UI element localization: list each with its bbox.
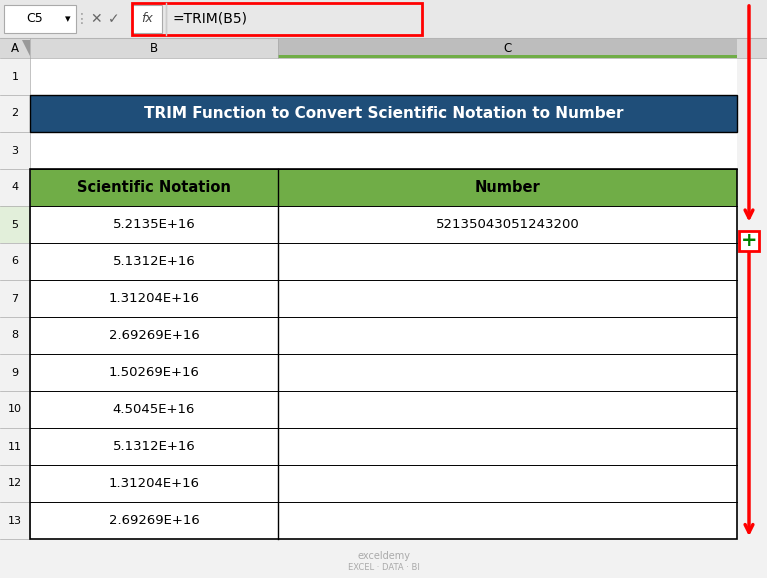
Bar <box>278 132 737 169</box>
Polygon shape <box>22 40 30 56</box>
Bar <box>0 317 30 354</box>
Text: 13: 13 <box>8 516 22 525</box>
Bar <box>30 317 278 354</box>
Text: TRIM Function to Convert Scientific Notation to Number: TRIM Function to Convert Scientific Nota… <box>143 106 624 121</box>
Bar <box>4 5 76 33</box>
Bar <box>0 354 30 391</box>
Text: 10: 10 <box>8 405 22 414</box>
Bar <box>0 132 30 169</box>
Text: fx: fx <box>141 13 153 25</box>
Text: 1: 1 <box>12 72 18 81</box>
Text: ✕: ✕ <box>91 12 102 26</box>
Bar <box>30 354 278 391</box>
Bar <box>278 280 737 317</box>
Bar <box>0 502 30 539</box>
Text: B: B <box>150 42 158 54</box>
Bar <box>0 243 30 280</box>
Bar <box>132 3 422 35</box>
Text: 3: 3 <box>12 146 18 155</box>
Bar <box>30 465 278 502</box>
Bar <box>30 206 278 243</box>
Bar <box>30 58 278 95</box>
Text: Scientific Notation: Scientific Notation <box>77 180 231 195</box>
Text: 9: 9 <box>12 368 18 377</box>
Bar <box>30 243 278 280</box>
Text: 12: 12 <box>8 479 22 488</box>
Text: ✓: ✓ <box>108 12 120 26</box>
Bar <box>278 428 737 465</box>
Text: 7: 7 <box>12 294 18 303</box>
Bar <box>0 95 30 132</box>
Bar <box>30 280 278 317</box>
Bar <box>0 58 30 95</box>
Text: C: C <box>503 42 512 54</box>
Bar <box>30 95 737 132</box>
Text: 11: 11 <box>8 442 22 451</box>
Text: 2.69269E+16: 2.69269E+16 <box>109 329 199 342</box>
Text: 1.31204E+16: 1.31204E+16 <box>108 292 199 305</box>
Bar <box>30 169 737 206</box>
Bar <box>278 206 737 243</box>
Text: 1.31204E+16: 1.31204E+16 <box>108 477 199 490</box>
Bar <box>278 58 737 95</box>
Text: ▾: ▾ <box>65 14 71 24</box>
Text: 2: 2 <box>12 109 18 118</box>
Bar <box>278 317 737 354</box>
Text: ⋮: ⋮ <box>75 12 89 26</box>
Bar <box>132 5 162 33</box>
Text: 4: 4 <box>12 183 18 192</box>
Text: +: + <box>741 232 757 250</box>
Text: exceldemy: exceldemy <box>357 551 410 561</box>
Text: C5: C5 <box>26 13 43 25</box>
Bar <box>278 465 737 502</box>
Bar <box>0 0 767 38</box>
Bar <box>0 169 30 206</box>
Bar <box>278 502 737 539</box>
Bar <box>30 169 737 539</box>
Text: 8: 8 <box>12 331 18 340</box>
Text: Number: Number <box>475 180 541 195</box>
Bar <box>30 502 278 539</box>
Bar <box>0 206 30 243</box>
Bar <box>0 428 30 465</box>
Bar <box>0 280 30 317</box>
Text: A: A <box>11 42 19 54</box>
Bar <box>0 391 30 428</box>
Bar <box>30 391 278 428</box>
Text: 4.5045E+16: 4.5045E+16 <box>113 403 195 416</box>
Text: 5.1312E+16: 5.1312E+16 <box>113 255 196 268</box>
Bar <box>30 95 737 132</box>
Bar <box>0 38 767 58</box>
Bar <box>30 428 278 465</box>
Bar <box>30 132 278 169</box>
Text: 5.1312E+16: 5.1312E+16 <box>113 440 196 453</box>
Text: 5.2135E+16: 5.2135E+16 <box>113 218 196 231</box>
Text: =TRIM(B5): =TRIM(B5) <box>172 12 247 26</box>
Text: 52135043051243200: 52135043051243200 <box>436 218 579 231</box>
Text: 6: 6 <box>12 257 18 266</box>
Text: 5: 5 <box>12 220 18 229</box>
Bar <box>278 243 737 280</box>
Text: 2.69269E+16: 2.69269E+16 <box>109 514 199 527</box>
Bar <box>278 38 737 58</box>
Text: EXCEL · DATA · BI: EXCEL · DATA · BI <box>347 562 420 572</box>
Bar <box>739 231 759 251</box>
Bar <box>278 391 737 428</box>
Bar <box>278 354 737 391</box>
Text: 1.50269E+16: 1.50269E+16 <box>109 366 199 379</box>
Bar <box>278 55 737 58</box>
Bar <box>0 465 30 502</box>
